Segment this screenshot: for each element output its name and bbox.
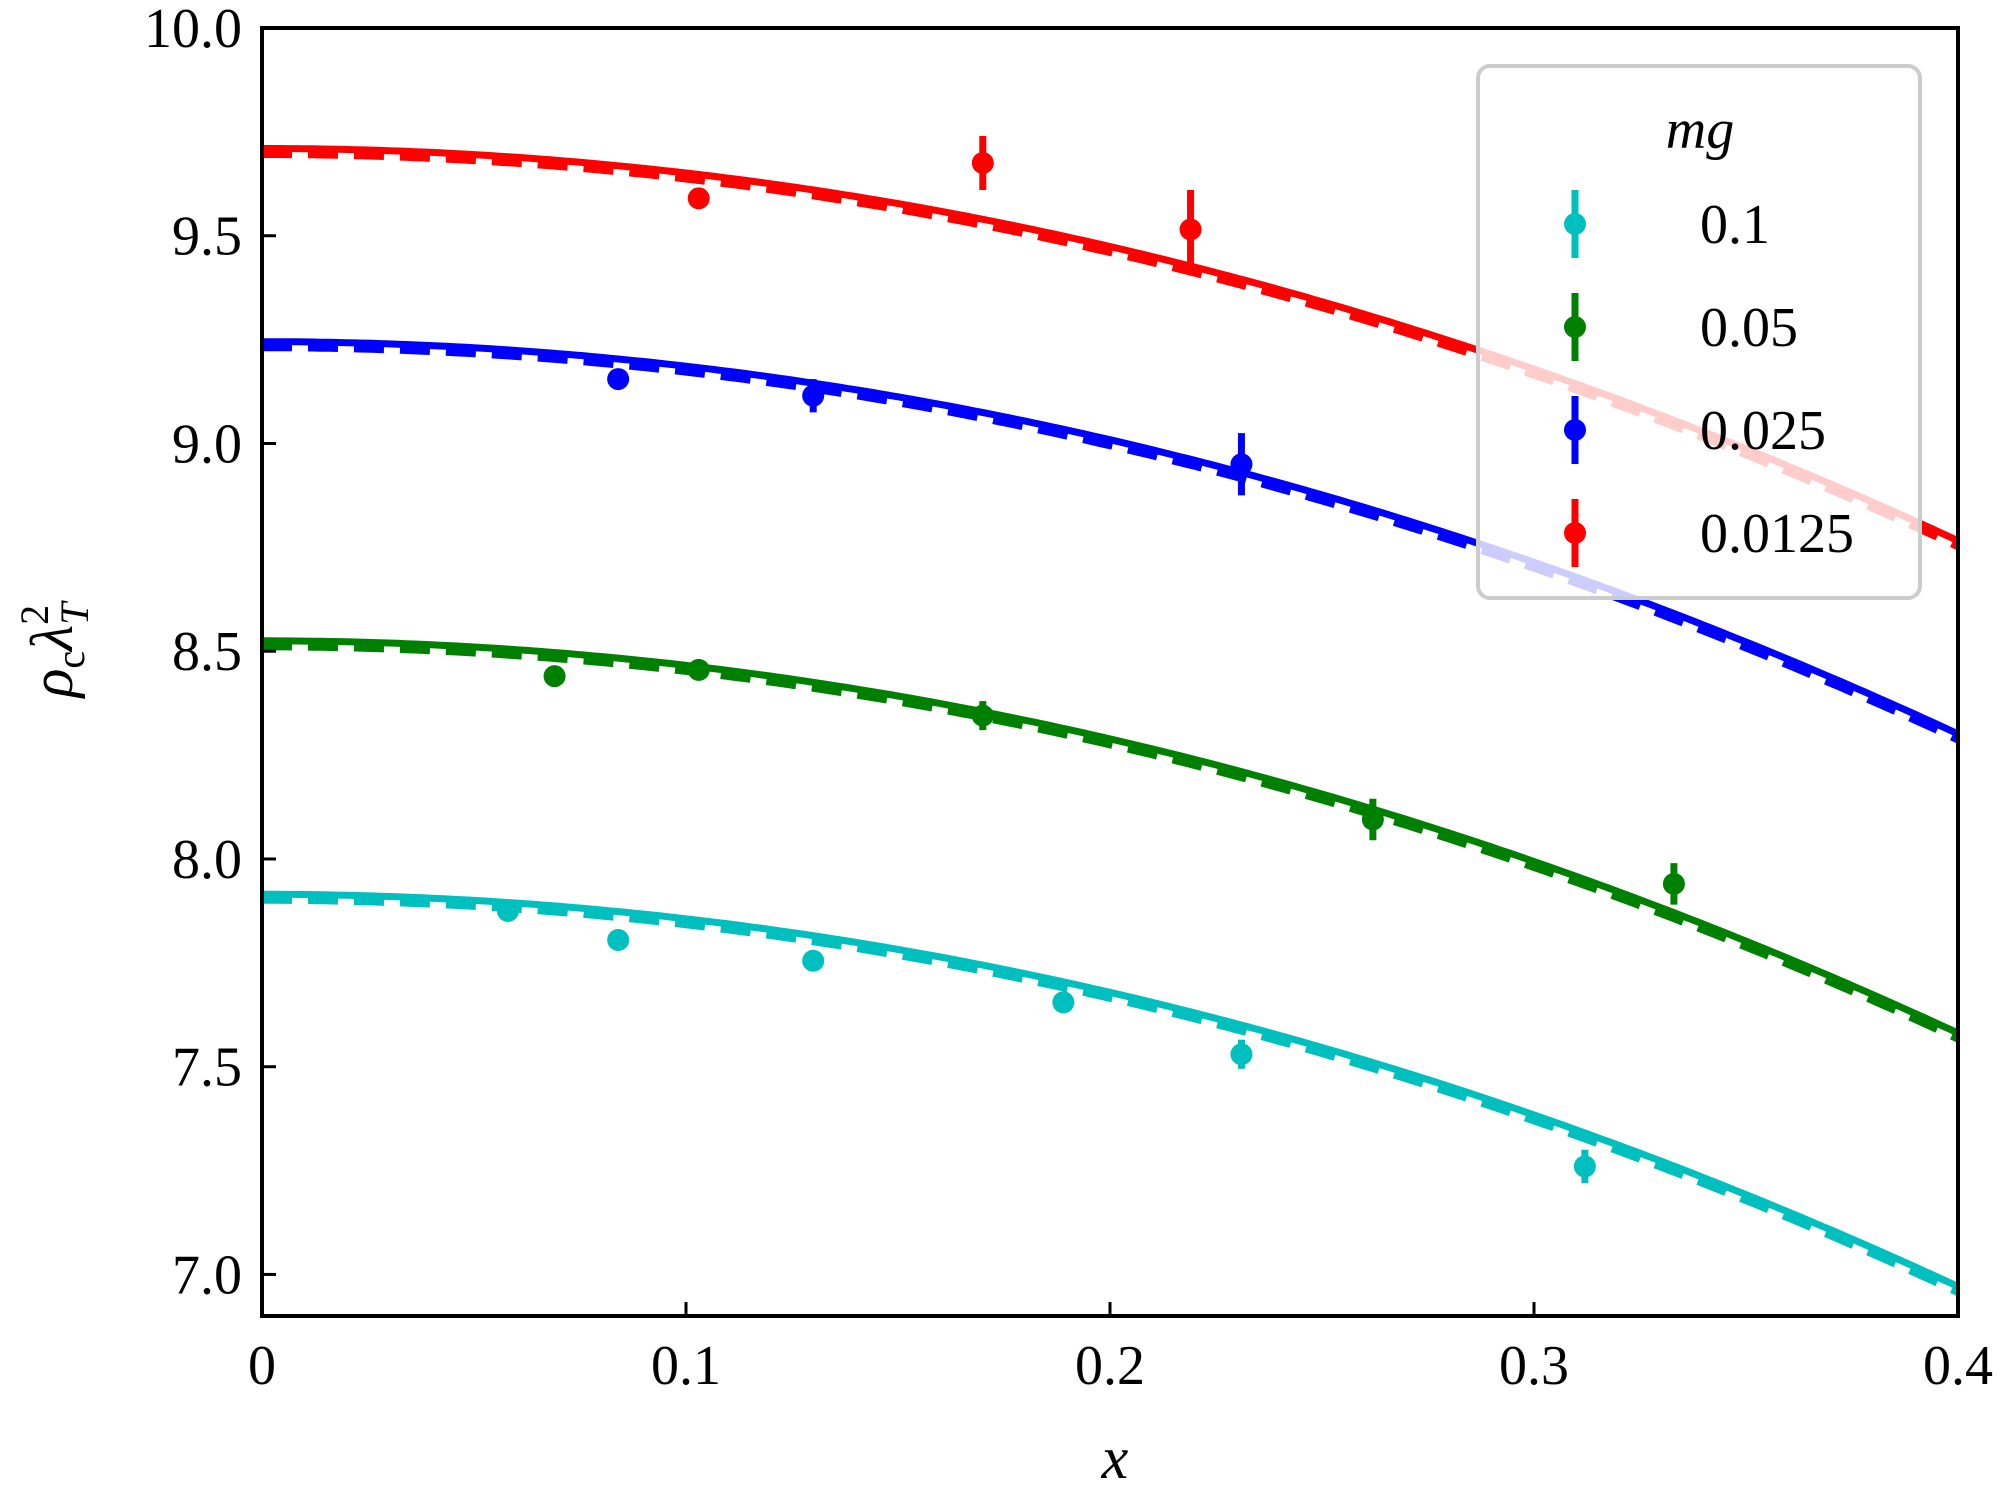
marker bbox=[543, 665, 566, 688]
marker bbox=[1230, 1043, 1253, 1066]
marker bbox=[496, 899, 519, 922]
marker bbox=[687, 187, 710, 210]
data-point bbox=[1573, 1149, 1596, 1184]
y-tick-label: 9.0 bbox=[172, 413, 242, 475]
data-point bbox=[971, 701, 994, 731]
y-axis-label: ρcλ2T bbox=[12, 600, 97, 700]
y-tick-label: 9.5 bbox=[172, 206, 242, 268]
y-label-sub-T: T bbox=[52, 600, 97, 625]
fit-curve-2 bbox=[262, 338, 1960, 738]
fit-curve-dashed-0 bbox=[262, 894, 1960, 1296]
legend-item-0.05: 0.05 bbox=[1564, 293, 1798, 361]
data-points bbox=[496, 136, 1685, 1184]
marker bbox=[971, 152, 994, 175]
y-label-sup-2: 2 bbox=[12, 605, 57, 625]
legend: mg 0.1 0.05 0.025 0.0125 bbox=[1476, 64, 1922, 600]
legend-frame bbox=[1476, 64, 1922, 600]
marker bbox=[971, 704, 994, 727]
marker bbox=[1361, 808, 1384, 831]
marker bbox=[802, 949, 825, 972]
fit-curve-dashed-1 bbox=[262, 641, 1960, 1043]
marker bbox=[802, 384, 825, 407]
legend-marker bbox=[1564, 213, 1586, 235]
legend-item-0.0125: 0.0125 bbox=[1564, 499, 1854, 567]
x-tick-label: 0.2 bbox=[1075, 1335, 1145, 1397]
fit-curve-dashed-2 bbox=[262, 342, 1960, 743]
x-axis-label: x bbox=[1101, 1425, 1129, 1491]
legend-label: 0.0125 bbox=[1700, 503, 1854, 565]
y-label-sub-c: c bbox=[48, 651, 93, 669]
data-point bbox=[687, 187, 710, 210]
legend-items: 0.1 0.05 0.025 0.0125 bbox=[1564, 190, 1854, 567]
marker bbox=[1662, 872, 1685, 895]
marker bbox=[687, 658, 710, 681]
legend-label: 0.05 bbox=[1700, 297, 1798, 359]
marker bbox=[1052, 991, 1075, 1014]
data-point bbox=[687, 658, 710, 681]
data-point bbox=[802, 379, 825, 413]
y-tick-label: 10.0 bbox=[144, 0, 242, 60]
x-tick-label: 0.3 bbox=[1499, 1335, 1569, 1397]
data-point bbox=[1662, 863, 1685, 905]
legend-label: 0.1 bbox=[1700, 194, 1770, 256]
legend-title: mg bbox=[1666, 99, 1734, 161]
data-point bbox=[607, 368, 630, 391]
legend-item-0.1: 0.1 bbox=[1564, 190, 1770, 258]
y-tick-label: 7.0 bbox=[172, 1244, 242, 1306]
data-point bbox=[1179, 190, 1202, 269]
marker bbox=[607, 928, 630, 951]
data-point bbox=[496, 899, 519, 922]
x-tick-label: 0.1 bbox=[651, 1335, 721, 1397]
data-point bbox=[1052, 991, 1075, 1014]
data-point bbox=[1361, 798, 1384, 841]
svg-text:ρcλ2T: ρcλ2T bbox=[12, 600, 97, 700]
marker bbox=[1179, 218, 1202, 241]
y-label-lambda: λ bbox=[19, 625, 85, 653]
axes: 0 0.1 0.2 0.3 0.4 7.0 7.5 8.0 8.5 9.0 9.5 10.0 bbox=[144, 0, 1993, 1397]
legend-marker bbox=[1564, 522, 1586, 544]
data-point bbox=[1230, 433, 1253, 496]
x-tick-label: 0.4 bbox=[1923, 1335, 1993, 1397]
legend-item-0.025: 0.025 bbox=[1564, 396, 1826, 464]
data-point bbox=[543, 665, 566, 688]
legend-label: 0.025 bbox=[1700, 400, 1826, 462]
legend-marker bbox=[1564, 419, 1586, 441]
marker bbox=[1230, 453, 1253, 476]
x-tick-label: 0 bbox=[248, 1335, 276, 1397]
fit-curve-1 bbox=[262, 637, 1960, 1037]
fit-curves bbox=[262, 145, 1960, 1296]
data-point bbox=[1230, 1039, 1253, 1069]
marker bbox=[607, 368, 630, 391]
y-label-rho: ρ bbox=[19, 669, 85, 700]
data-point bbox=[971, 136, 994, 191]
y-tick-label: 8.5 bbox=[172, 621, 242, 683]
y-tick-label: 7.5 bbox=[172, 1037, 242, 1099]
data-point bbox=[802, 949, 825, 972]
legend-marker bbox=[1564, 316, 1586, 338]
fit-curve-0 bbox=[262, 890, 1960, 1290]
marker bbox=[1573, 1155, 1596, 1178]
data-point bbox=[607, 928, 630, 951]
y-tick-label: 8.0 bbox=[172, 829, 242, 891]
